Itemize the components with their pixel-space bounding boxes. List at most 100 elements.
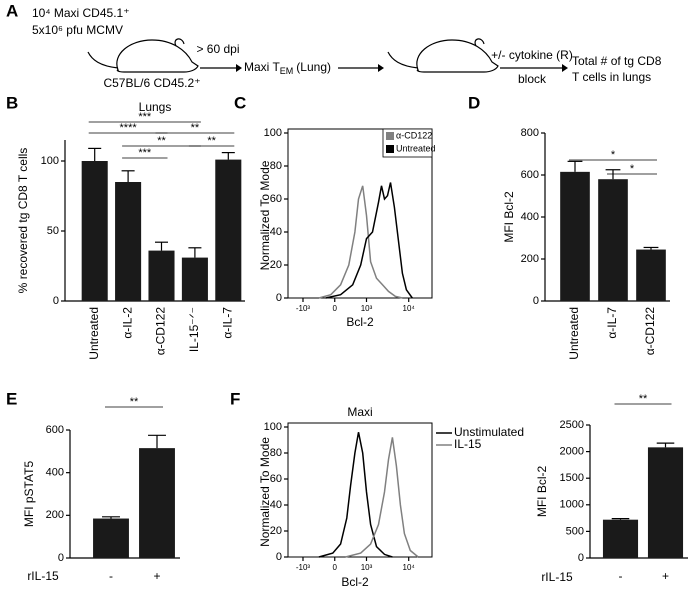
y-axis-label: MFI pSTAT5	[22, 461, 36, 528]
y-tick-label: 200	[46, 509, 64, 521]
treatment-text: block	[518, 72, 547, 86]
cells-main: Maxi T	[244, 60, 280, 74]
x-tick-label: IL-15⁻ᐟ⁻	[187, 307, 201, 352]
bar	[636, 249, 666, 301]
significance-label: *	[630, 163, 635, 175]
y-axis-label: MFI Bcl-2	[502, 191, 516, 243]
inoculum-text: 10⁴ Maxi CD45.1⁺	[32, 6, 130, 20]
mouse-ear	[174, 38, 185, 47]
legend-swatch	[386, 132, 394, 140]
y-tick-label: 60	[270, 473, 282, 485]
panel-label: F	[230, 389, 240, 408]
mouse-icon	[387, 38, 499, 73]
significance-label: **	[191, 122, 200, 134]
readout-text: Total # of tg CD8	[572, 54, 662, 68]
bar	[139, 448, 175, 558]
mouse-tail	[87, 51, 119, 69]
y-tick-label: 0	[58, 552, 64, 564]
significance-label: ***	[138, 111, 152, 123]
bar	[93, 518, 129, 558]
histogram-line	[325, 182, 413, 299]
bar	[215, 159, 242, 301]
significance-label: ****	[120, 122, 138, 134]
y-tick-label: 800	[521, 127, 539, 139]
y-tick-label: 100	[41, 155, 59, 167]
y-tick-label: 40	[270, 499, 282, 511]
treatment-text: +/- cytokine (R)	[491, 48, 573, 62]
x-tick-label: α-IL-2	[120, 307, 134, 339]
y-tick-label: 2500	[560, 419, 584, 431]
x-tick-label: α-CD122	[643, 307, 657, 356]
bar	[81, 161, 108, 301]
y-tick-label: 0	[53, 295, 59, 307]
arrow-head	[562, 64, 568, 72]
histogram-line	[345, 437, 419, 558]
cells-tissue: (Lung)	[296, 60, 331, 74]
mouse-ear	[474, 38, 485, 47]
bar	[602, 519, 639, 558]
histogram-line	[318, 432, 393, 558]
x-tick-label: Untreated	[567, 307, 581, 360]
legend-swatch	[386, 145, 394, 153]
bar	[115, 182, 142, 301]
panel-label: B	[6, 93, 18, 112]
significance-label: **	[639, 393, 648, 405]
y-axis-label: Normalized To Mode	[258, 160, 272, 270]
mouse-body	[416, 39, 499, 73]
panel-label: C	[234, 93, 246, 112]
x-axis-label: rIL-15	[541, 570, 573, 584]
y-tick-label: 20	[270, 525, 282, 537]
legend-label: IL-15	[454, 437, 482, 451]
mouse-tail	[387, 51, 419, 69]
y-tick-label: 400	[46, 467, 64, 479]
y-tick-label: 0	[276, 551, 282, 563]
mouse-body	[116, 39, 199, 73]
x-tick-label: α-IL-7	[605, 307, 619, 339]
arrow-head	[378, 64, 384, 72]
x-tick-label: 10⁴	[403, 304, 416, 313]
legend-label: Unstimulated	[454, 425, 524, 439]
panel-label: D	[468, 93, 480, 112]
y-tick-label: 80	[270, 160, 282, 172]
x-tick-label: +	[662, 569, 669, 583]
readout-text: T cells in lungs	[572, 70, 651, 84]
x-tick-label: -10³	[296, 563, 311, 572]
bar	[148, 250, 175, 301]
y-axis-label: Normalized To Mode	[258, 437, 272, 547]
significance-label: **	[207, 135, 216, 147]
y-axis-label: % recovered tg CD8 T cells	[16, 148, 30, 294]
cells-text: Maxi TEM (Lung)	[244, 60, 331, 76]
x-axis-label: rIL-15	[27, 569, 59, 583]
y-tick-label: 600	[46, 424, 64, 436]
arrow-head	[236, 64, 242, 72]
y-tick-label: 400	[521, 211, 539, 223]
y-tick-label: 60	[270, 193, 282, 205]
y-tick-label: 100	[264, 127, 282, 139]
legend-label: α-CD122	[396, 130, 432, 140]
panel-label: E	[6, 389, 17, 408]
x-tick-label: -	[109, 569, 113, 583]
significance-label: **	[157, 135, 166, 147]
bar	[181, 257, 208, 301]
x-tick-label: 10⁴	[403, 563, 416, 572]
legend-label: Untreated	[396, 143, 436, 153]
y-tick-label: 500	[566, 525, 584, 537]
x-tick-label: Untreated	[87, 307, 101, 360]
host-text: C57BL/6 CD45.2⁺	[103, 76, 200, 90]
x-tick-label: α-CD122	[154, 307, 168, 356]
y-tick-label: 100	[264, 421, 282, 433]
time-text: > 60 dpi	[196, 42, 239, 56]
x-tick-label: +	[153, 569, 160, 583]
x-tick-label: 10³	[361, 563, 373, 572]
x-tick-label: -	[619, 569, 623, 583]
y-tick-label: 0	[276, 292, 282, 304]
y-tick-label: 1000	[560, 499, 584, 511]
y-tick-label: 80	[270, 447, 282, 459]
y-tick-label: 200	[521, 253, 539, 265]
y-axis-label: MFI Bcl-2	[535, 466, 549, 518]
histogram-line	[318, 185, 403, 299]
inoculum-text: 5x10⁶ pfu MCMV	[32, 23, 123, 37]
y-tick-label: 0	[533, 295, 539, 307]
